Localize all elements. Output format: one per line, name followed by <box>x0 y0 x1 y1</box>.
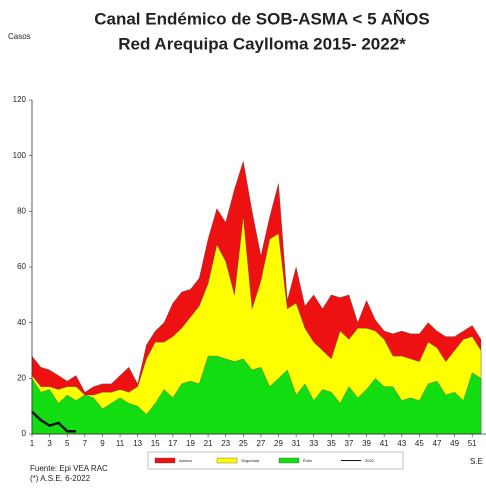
legend-label: Éxito <box>303 458 313 463</box>
x-tick-label: 41 <box>380 439 389 448</box>
legend-swatch <box>154 457 176 464</box>
legend-swatch <box>278 457 300 464</box>
legend-label: Seguridad <box>241 458 259 463</box>
x-tick-label: 23 <box>221 439 230 448</box>
x-tick-label: 49 <box>450 439 459 448</box>
y-tick-label: 60 <box>17 262 26 271</box>
x-tick-label: 17 <box>168 439 177 448</box>
x-tick-label: 43 <box>397 439 406 448</box>
x-tick-label: 39 <box>362 439 371 448</box>
footnote: Fuente: Epi VEA RAC <box>30 464 108 473</box>
y-tick-label: 80 <box>17 206 26 215</box>
x-tick-label: 25 <box>239 439 248 448</box>
legend-swatch <box>216 457 238 464</box>
chart-subtitle: Red Arequipa Caylloma 2015- 2022* <box>118 34 406 53</box>
legend-box <box>147 451 404 470</box>
x-tick-label: 13 <box>133 439 142 448</box>
legend-label: Alarma <box>179 458 192 463</box>
x-tick-label: 1 <box>30 439 35 448</box>
y-tick-label: 0 <box>22 429 27 438</box>
x-axis-label: S.E <box>470 457 483 466</box>
chart-title: Canal Endémico de SOB-ASMA < 5 AÑOS <box>94 8 430 28</box>
y-tick-label: 20 <box>17 373 26 382</box>
y-tick-label: 40 <box>17 318 26 327</box>
x-tick-label: 5 <box>65 439 70 448</box>
legend-label: 2022 <box>365 458 375 463</box>
x-tick-label: 29 <box>274 439 283 448</box>
x-tick-label: 31 <box>292 439 301 448</box>
line-2022 <box>31 410 77 433</box>
area <box>31 216 482 435</box>
x-tick-label: 15 <box>151 439 160 448</box>
x-tick-label: 27 <box>256 439 265 448</box>
y-axis-label: Casos <box>8 32 31 41</box>
x-tick-label: 9 <box>100 439 105 448</box>
x-tick-label: 7 <box>83 439 88 448</box>
x-tick-label: 37 <box>344 439 353 448</box>
x-tick-label: 11 <box>116 439 125 448</box>
x-tick-label: 35 <box>327 439 336 448</box>
y-tick-label: 120 <box>13 95 27 104</box>
footnote: (*) A.S.E. 6-2022 <box>30 474 91 483</box>
x-tick-label: 3 <box>47 439 52 448</box>
x-tick-label: 51 <box>468 439 477 448</box>
x-tick-label: 19 <box>186 439 195 448</box>
x-tick-label: 47 <box>433 439 442 448</box>
x-tick-label: 33 <box>309 439 318 448</box>
y-tick-label: 100 <box>13 151 27 160</box>
area <box>31 355 482 435</box>
x-tick-label: 45 <box>415 439 424 448</box>
x-tick-label: 21 <box>204 439 213 448</box>
